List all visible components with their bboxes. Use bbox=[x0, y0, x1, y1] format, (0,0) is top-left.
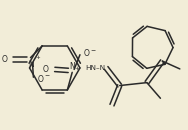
Text: N: N bbox=[69, 62, 75, 71]
Text: O: O bbox=[1, 55, 7, 64]
Text: +: + bbox=[35, 55, 40, 60]
Text: −: − bbox=[44, 73, 49, 78]
Text: O: O bbox=[37, 75, 43, 84]
Text: O: O bbox=[84, 49, 90, 58]
Text: N: N bbox=[29, 60, 34, 69]
Text: −: − bbox=[91, 47, 96, 52]
Text: HN–N: HN–N bbox=[85, 65, 105, 71]
Text: O: O bbox=[43, 65, 49, 74]
Text: +: + bbox=[75, 66, 79, 70]
